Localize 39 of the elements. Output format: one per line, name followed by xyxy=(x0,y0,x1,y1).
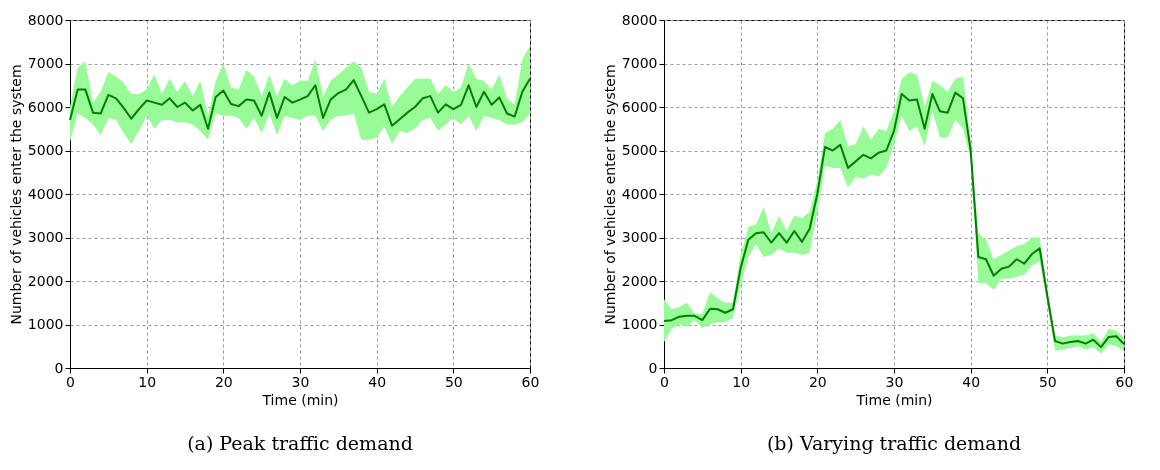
x-tick-label: 0 xyxy=(660,373,669,390)
y-tick-label: 1000 xyxy=(621,316,658,332)
y-axis-title: Number of vehicles enter the system xyxy=(7,64,24,325)
x-tick-label: 50 xyxy=(444,373,463,390)
y-tick-label: 7000 xyxy=(27,55,64,71)
x-tick-label: 50 xyxy=(1038,373,1057,390)
x-tick-label: 30 xyxy=(885,373,904,390)
x-tick-label: 40 xyxy=(368,373,387,390)
x-axis-title: Time (min) xyxy=(855,391,933,408)
x-tick-label: 0 xyxy=(66,373,75,390)
y-tick-label: 2000 xyxy=(27,272,64,289)
y-tick-label: 5000 xyxy=(621,142,658,158)
x-axis-title: Time (min) xyxy=(261,391,339,408)
y-tick-label: 6000 xyxy=(27,98,64,115)
x-tick-label: 10 xyxy=(732,373,751,390)
x-tick-label: 40 xyxy=(962,373,981,390)
y-tick-label: 4000 xyxy=(27,185,64,202)
y-tick-label: 6000 xyxy=(621,98,658,115)
y-tick-label: 4000 xyxy=(621,185,658,202)
text: (a) Peak traffic demand xyxy=(187,432,413,454)
x-tick-label: 20 xyxy=(214,373,233,390)
y-tick-label: 8000 xyxy=(621,11,658,28)
y-tick-label: 0 xyxy=(648,359,658,376)
x-tick-label: 60 xyxy=(1115,373,1134,390)
y-tick-label: 3000 xyxy=(27,229,64,245)
x-tick-label: 20 xyxy=(808,373,827,390)
y-tick-label: 5000 xyxy=(27,142,64,158)
y-tick-label: 2000 xyxy=(621,272,658,289)
y-tick-label: 8000 xyxy=(27,11,64,28)
x-tick-label: 60 xyxy=(521,373,540,390)
x-tick-label: 30 xyxy=(291,373,310,390)
y-tick-label: 3000 xyxy=(621,229,658,245)
y-tick-label: 7000 xyxy=(621,55,658,71)
y-tick-label: 1000 xyxy=(27,316,64,332)
text: (b) Varying traffic demand xyxy=(766,432,1022,454)
y-axis-title: Number of vehicles enter the system xyxy=(601,64,618,325)
x-tick-label: 10 xyxy=(138,373,157,390)
line-series xyxy=(69,77,531,130)
y-tick-label: 0 xyxy=(54,359,64,376)
